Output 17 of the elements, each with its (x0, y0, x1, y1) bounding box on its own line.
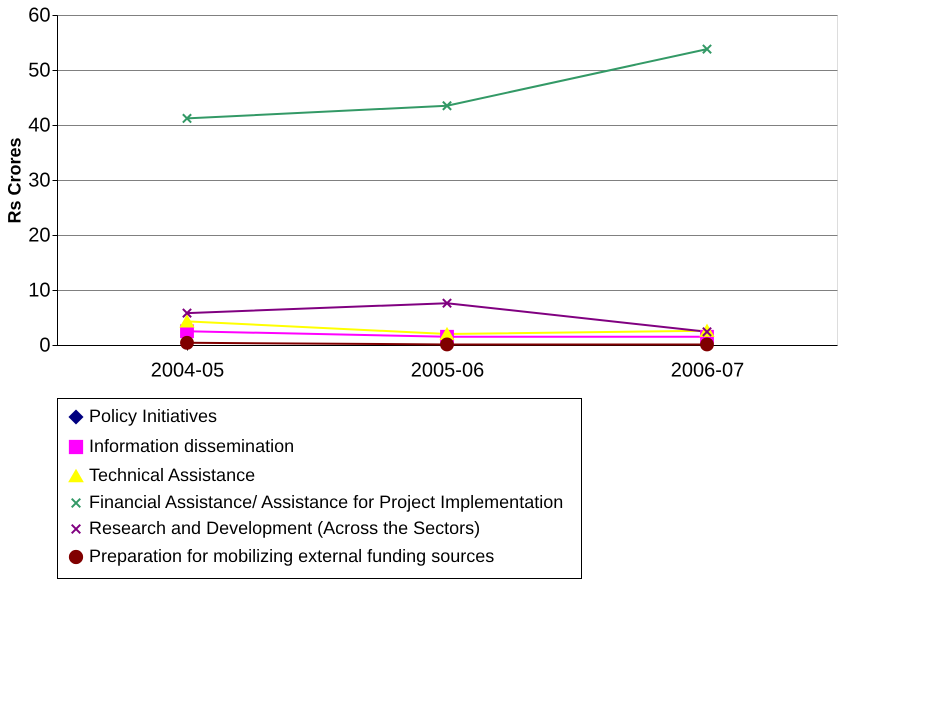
legend-label: Technical Assistance (89, 465, 256, 485)
y-tick-label: 0 (39, 334, 50, 356)
y-tick-label: 20 (28, 224, 50, 246)
legend-label: Policy Initiatives (89, 406, 218, 426)
legend-label: Information dissemination (89, 436, 294, 456)
y-tick-label: 30 (28, 170, 50, 192)
y-tick-label: 40 (28, 114, 50, 136)
y-axis-title: Rs Crores (4, 137, 24, 224)
x-tick-label: 2004-05 (150, 360, 224, 382)
legend-label: Preparation for mobilizing external funding sources (89, 546, 494, 566)
legend-label: Research and Development (Across the Sectors) (89, 518, 480, 538)
legend-label: Financial Assistance/ Assistance for Project Implementation (89, 492, 564, 512)
y-tick-label: 10 (28, 280, 50, 302)
y-tick-label: 60 (28, 4, 50, 26)
y-tick-label: 50 (28, 60, 50, 82)
x-tick-label: 2006-07 (670, 360, 744, 382)
x-tick-label: 2005-06 (410, 360, 484, 382)
